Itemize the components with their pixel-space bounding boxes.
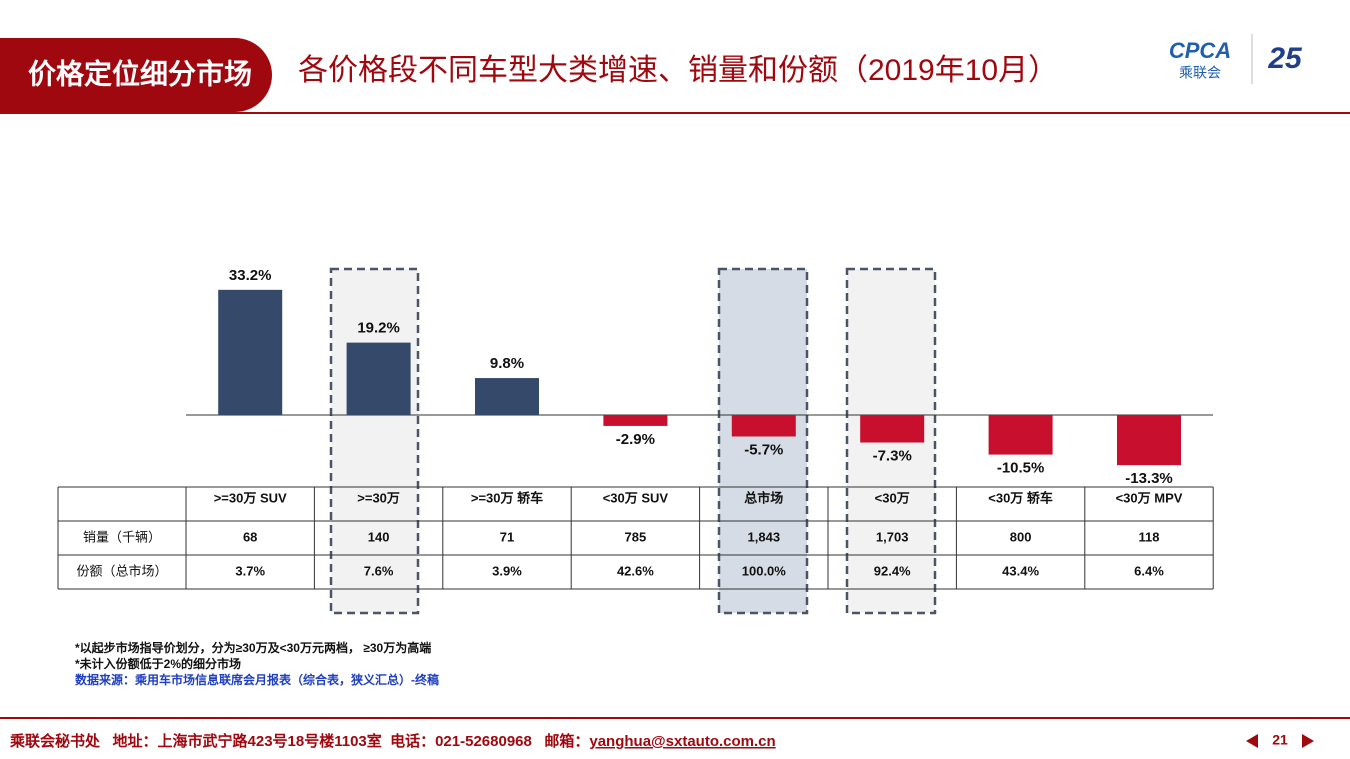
column-header: <30万 SUV [603,490,669,505]
header-tab-text: 价格定位细分市场 [28,57,252,89]
prev-arrow[interactable] [1246,734,1258,748]
table-cell: 785 [625,529,647,544]
bar [1117,415,1181,466]
bar [731,415,796,437]
logo-sub: 乘联会 [1179,65,1221,81]
column-header: >=30万 [357,490,400,505]
column-header: <30万 [875,490,910,505]
table-cell: 1,703 [876,529,909,544]
table-cell: 92.4% [874,563,911,578]
bar [218,289,283,415]
note: 数据来源：乘用车市场信息联席会月报表（综合表，狭义汇总）-终稿 [75,672,439,687]
header-title: 各价格段不同车型大类增速、销量和份额（2019年10月） [298,54,1058,87]
table-cell: 100.0% [742,563,787,578]
table-cell: 118 [1139,529,1160,544]
table-cell: 6.4% [1134,563,1164,578]
row-label: 销量（千辆） [83,529,161,544]
data-label: -5.7% [744,441,783,458]
bar [603,415,668,426]
column-header: <30万 轿车 [988,490,1053,505]
table-cell: 1,843 [748,529,781,544]
data-label: -10.5% [997,460,1045,477]
page-number: 21 [1272,732,1288,748]
next-arrow[interactable] [1302,734,1314,748]
table-cell: 3.7% [235,563,265,578]
footer-address: 乘联会秘书处 地址：上海市武宁路423号18号楼1103室 电话：021-526… [9,732,589,750]
column-header: <30万 MPV [1116,490,1183,505]
logo-text: CPCA [1169,38,1231,63]
data-label: -13.3% [1125,470,1173,487]
table-cell: 3.9% [492,563,522,578]
data-label: 19.2% [357,320,400,337]
footer-email[interactable]: yanghua@sxtauto.com.cn [589,733,775,750]
highlight-box [329,267,420,615]
table-cell: 71 [500,529,514,544]
footer-text: 乘联会秘书处 地址：上海市武宁路423号18号楼1103室 电话：021-526… [9,732,776,750]
table-cell: 140 [368,529,390,544]
note: *以起步市场指导价划分，分为≥30万及<30万元两档， ≥30万为高端 [75,640,431,655]
bar [346,342,411,415]
row-label: 份额（总市场） [76,563,167,578]
column-header: >=30万 轿车 [471,490,543,505]
highlight-box [717,267,809,615]
data-label: -2.9% [616,431,655,448]
note: *未计入份额低于2%的细分市场 [75,656,241,671]
table-cell: 42.6% [617,563,654,578]
anniversary-logo: 25 [1267,42,1303,75]
table-cell: 7.6% [364,563,394,578]
data-label: 33.2% [229,267,272,284]
bar [988,415,1053,455]
data-label: -7.3% [873,447,912,464]
bar [860,415,925,443]
table-cell: 800 [1010,529,1032,544]
bar [475,378,539,415]
header-tab [0,38,272,112]
column-header: 总市场 [744,490,783,505]
table-cell: 68 [243,529,257,544]
table-cell: 43.4% [1002,563,1039,578]
column-header: >=30万 SUV [214,490,287,505]
data-label: 9.8% [490,355,524,372]
